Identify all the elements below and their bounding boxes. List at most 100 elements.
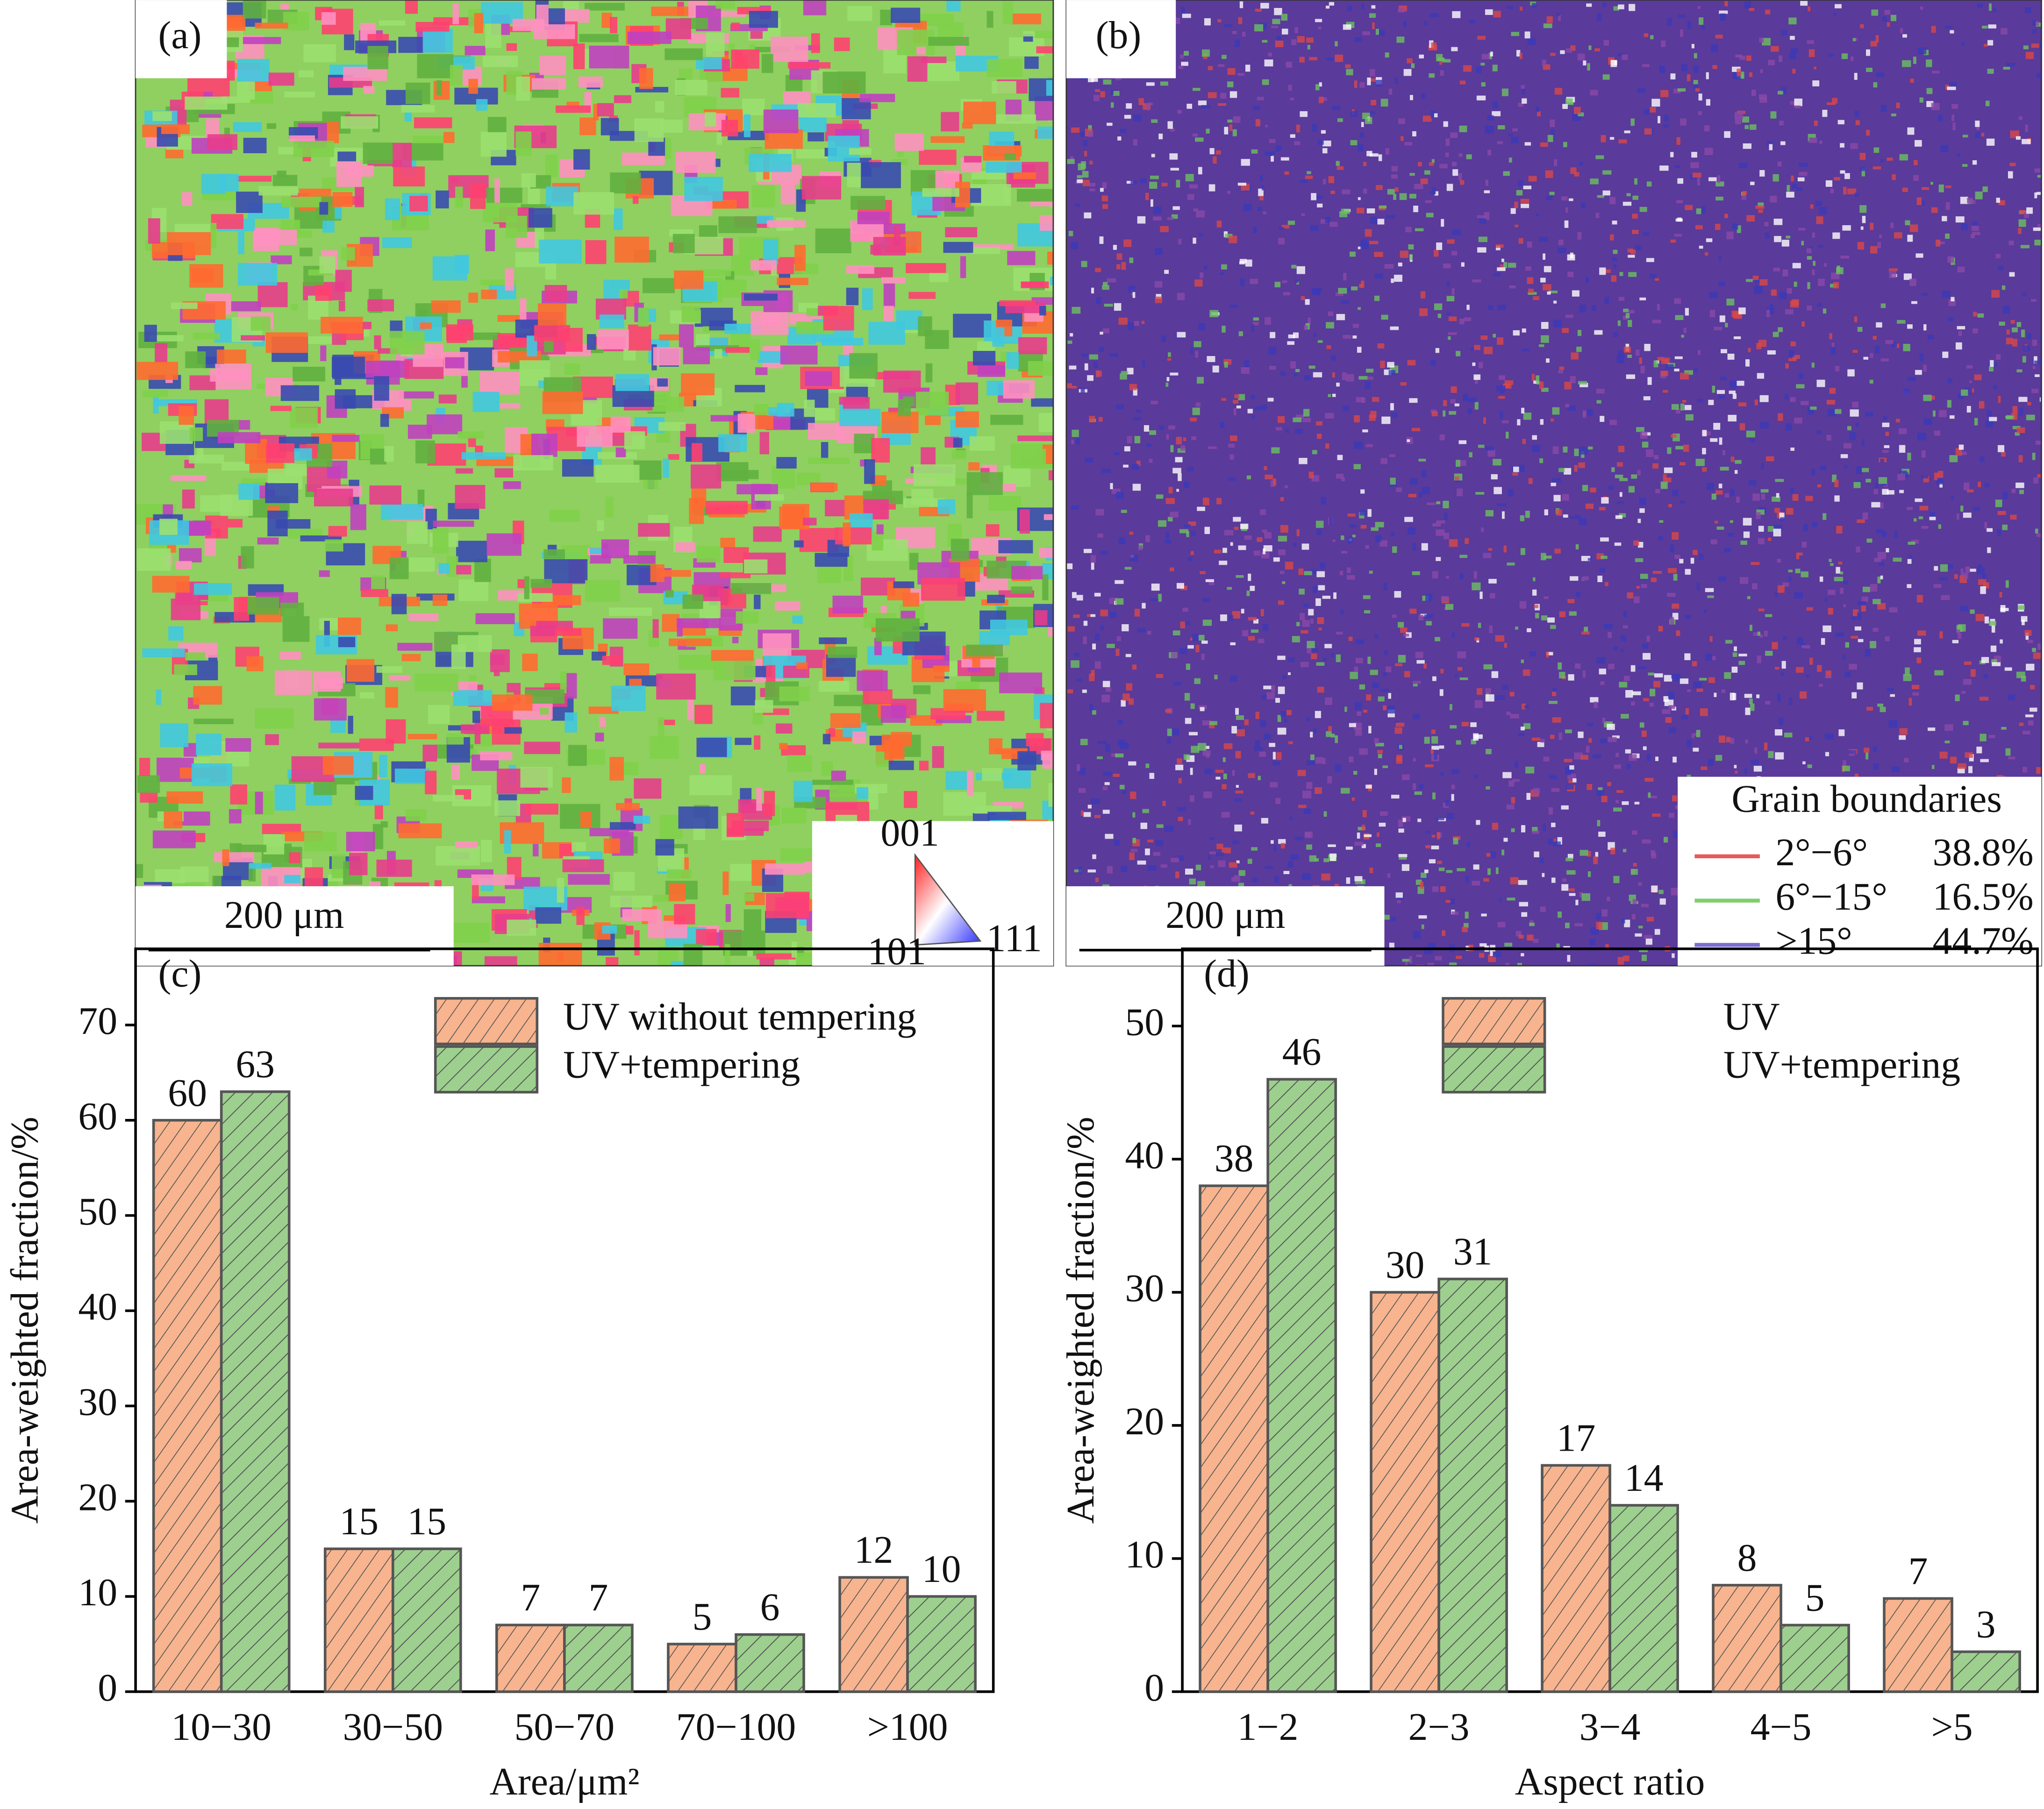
texture (1829, 333, 1832, 340)
texture (234, 597, 250, 621)
texture (657, 378, 668, 387)
texture (2023, 345, 2030, 352)
texture (1942, 216, 1947, 221)
texture (1103, 772, 1112, 776)
texture (1840, 143, 1844, 148)
texture (1317, 617, 1324, 624)
texture (1067, 626, 1075, 632)
texture (415, 673, 458, 692)
texture (1435, 348, 1440, 353)
texture (1849, 753, 1855, 756)
texture (1127, 322, 1134, 330)
texture (1236, 575, 1244, 578)
texture (1945, 26, 1952, 29)
texture (1398, 819, 1403, 827)
texture (1515, 627, 1518, 630)
texture (874, 638, 882, 655)
texture (815, 553, 848, 567)
boundary-map (1066, 0, 2042, 966)
texture (1282, 581, 1286, 584)
texture (747, 951, 753, 957)
texture (1526, 793, 1531, 800)
texture (796, 662, 808, 669)
texture (486, 187, 522, 203)
texture (678, 806, 718, 829)
texture (1794, 105, 1801, 109)
texture (1029, 78, 1053, 101)
texture (1100, 188, 1104, 192)
texture (1796, 187, 1802, 191)
texture (1083, 636, 1087, 644)
texture (474, 558, 491, 582)
texture (456, 541, 487, 563)
texture (238, 263, 278, 286)
texture (1996, 198, 2000, 203)
texture (821, 442, 829, 460)
texture (1367, 77, 1371, 85)
texture (1263, 211, 1266, 214)
texture (1420, 613, 1427, 617)
texture (2036, 441, 2042, 445)
texture (1790, 300, 1799, 308)
texture (1708, 677, 1715, 683)
texture (1660, 90, 1669, 97)
texture (1271, 25, 1279, 28)
texture (1760, 765, 1764, 770)
texture (365, 361, 409, 378)
texture (2010, 130, 2019, 138)
texture (1290, 361, 1296, 369)
texture (1480, 63, 1485, 66)
texture (1952, 640, 1959, 643)
texture (1835, 4, 1842, 8)
texture (1705, 654, 1712, 661)
texture (1188, 557, 1192, 562)
texture (1485, 510, 1494, 517)
texture (192, 268, 214, 283)
texture (500, 403, 521, 409)
texture (1354, 702, 1362, 710)
texture (1473, 864, 1479, 870)
texture (715, 0, 735, 9)
texture (1737, 225, 1741, 233)
texture (453, 690, 493, 706)
texture (1861, 169, 1865, 177)
texture (1230, 675, 1237, 682)
texture (1518, 238, 1523, 244)
texture (1167, 217, 1174, 221)
texture (2022, 356, 2026, 363)
texture (1101, 694, 1110, 703)
texture (1601, 135, 1606, 142)
texture (1076, 678, 1082, 682)
texture (1325, 697, 1333, 705)
texture (1854, 37, 1858, 41)
texture (1890, 694, 1895, 697)
texture (1719, 437, 1722, 445)
texture (1379, 811, 1388, 816)
texture (1575, 515, 1581, 519)
texture (389, 675, 411, 681)
texture (1431, 746, 1439, 750)
texture (1565, 314, 1573, 318)
texture (1494, 273, 1501, 277)
texture (1257, 537, 1263, 542)
texture (714, 349, 722, 359)
texture (1796, 552, 1800, 559)
texture (1615, 515, 1622, 519)
texture (1696, 583, 1700, 591)
texture (1170, 512, 1179, 518)
texture (1365, 117, 1372, 124)
texture (1619, 478, 1628, 481)
texture (1475, 376, 1478, 384)
texture (1596, 913, 1601, 919)
texture (815, 228, 851, 254)
texture (1508, 489, 1514, 497)
texture (1709, 636, 1713, 642)
texture (1638, 882, 1642, 886)
texture (1540, 142, 1548, 147)
texture (1178, 817, 1183, 821)
texture (1352, 335, 1357, 339)
texture (1414, 184, 1423, 190)
texture (1285, 562, 1294, 570)
texture (1337, 455, 1343, 460)
texture (1322, 758, 1326, 765)
